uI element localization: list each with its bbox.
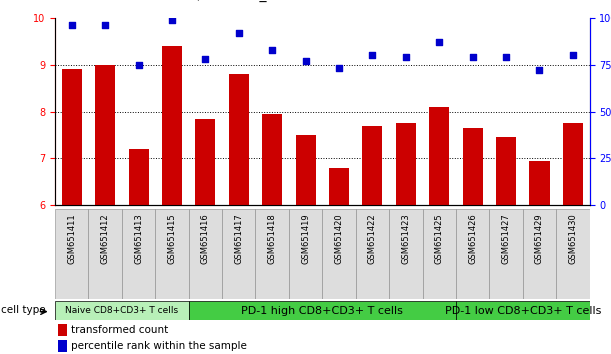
Text: GSM651413: GSM651413 [134, 213, 143, 264]
Bar [55, 209, 89, 299]
Bar [523, 209, 556, 299]
Text: GSM651423: GSM651423 [401, 213, 411, 264]
Bar [189, 301, 456, 320]
Bar [58, 324, 67, 336]
Point [301, 58, 310, 64]
Bar [489, 209, 523, 299]
Bar [530, 161, 549, 205]
Bar [122, 209, 155, 299]
Bar [423, 209, 456, 299]
Bar [255, 209, 289, 299]
Bar [162, 46, 182, 205]
Text: GSM651419: GSM651419 [301, 213, 310, 264]
Bar [189, 209, 222, 299]
Text: GSM651430: GSM651430 [568, 213, 577, 264]
Bar [58, 340, 67, 353]
Text: PD-1 high CD8+CD3+ T cells: PD-1 high CD8+CD3+ T cells [241, 306, 403, 316]
Text: percentile rank within the sample: percentile rank within the sample [71, 341, 247, 352]
Text: GSM651411: GSM651411 [67, 213, 76, 264]
Text: GDS4226 / 229001_at: GDS4226 / 229001_at [128, 0, 281, 2]
Text: Naive CD8+CD3+ T cells: Naive CD8+CD3+ T cells [65, 306, 178, 315]
Bar [89, 209, 122, 299]
Text: GSM651427: GSM651427 [502, 213, 511, 264]
Bar [323, 209, 356, 299]
Bar [563, 123, 583, 205]
Bar [389, 209, 423, 299]
Text: GSM651425: GSM651425 [435, 213, 444, 264]
Text: GSM651429: GSM651429 [535, 213, 544, 264]
Bar [289, 209, 323, 299]
Point [468, 54, 478, 60]
Text: PD-1 low CD8+CD3+ T cells: PD-1 low CD8+CD3+ T cells [445, 306, 601, 316]
Point [200, 56, 210, 62]
Bar [429, 107, 449, 205]
Text: GSM651417: GSM651417 [234, 213, 243, 264]
Point [267, 47, 277, 52]
Bar [362, 126, 382, 205]
Point [134, 62, 144, 68]
Text: GSM651418: GSM651418 [268, 213, 277, 264]
Bar [196, 119, 216, 205]
Text: GSM651426: GSM651426 [468, 213, 477, 264]
Point [334, 65, 344, 71]
Bar [556, 209, 590, 299]
Bar [463, 128, 483, 205]
Bar [296, 135, 316, 205]
Bar [262, 114, 282, 205]
Bar [456, 301, 590, 320]
Bar [128, 149, 148, 205]
Bar [55, 301, 189, 320]
Bar [155, 209, 189, 299]
Text: GSM651422: GSM651422 [368, 213, 377, 264]
Point [535, 67, 544, 73]
Bar [229, 74, 249, 205]
Point [434, 39, 444, 45]
Point [568, 52, 578, 58]
Bar [396, 123, 416, 205]
Bar [496, 137, 516, 205]
Text: GSM651415: GSM651415 [167, 213, 177, 264]
Point [501, 54, 511, 60]
Point [368, 52, 378, 58]
Point [167, 17, 177, 22]
Bar [222, 209, 255, 299]
Text: cell type: cell type [1, 305, 46, 315]
Text: GSM651416: GSM651416 [201, 213, 210, 264]
Text: GSM651412: GSM651412 [101, 213, 109, 264]
Point [100, 22, 110, 28]
Bar [356, 209, 389, 299]
Point [401, 54, 411, 60]
Bar [95, 65, 115, 205]
Text: transformed count: transformed count [71, 325, 169, 336]
Point [234, 30, 244, 35]
Bar [62, 69, 82, 205]
Bar [456, 209, 489, 299]
Text: GSM651420: GSM651420 [334, 213, 343, 264]
Point [67, 22, 76, 28]
Bar [329, 168, 349, 205]
